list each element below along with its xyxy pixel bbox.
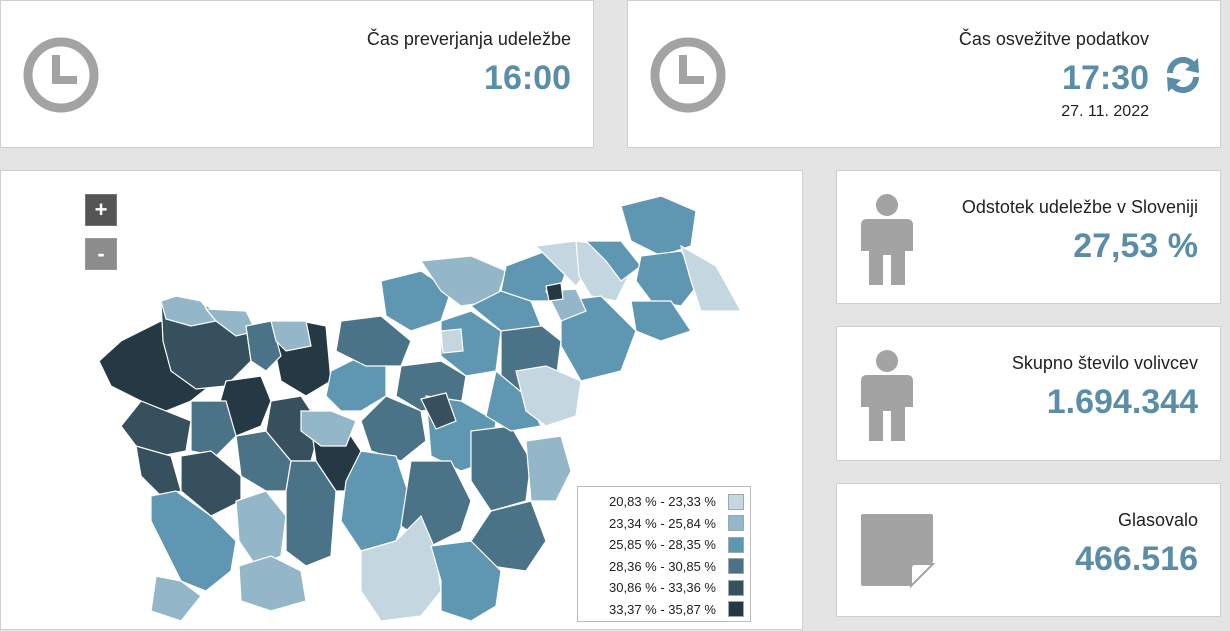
check-time-label: Čas preverjanja udeležbe xyxy=(366,29,571,49)
map-region xyxy=(469,290,542,332)
legend-item: 20,83 % - 23,33 % xyxy=(578,491,750,513)
turnout-label: Odstotek udeležbe v Sloveniji xyxy=(961,197,1198,217)
turnout-value: 27,53 % xyxy=(1073,227,1198,265)
map-region xyxy=(545,282,564,302)
map-region xyxy=(515,365,582,427)
map-region xyxy=(300,410,357,447)
zoom-in-button[interactable]: + xyxy=(85,194,117,226)
legend-item: 28,36 % - 30,85 % xyxy=(578,556,750,578)
legend-item: 33,37 % - 35,87 % xyxy=(578,599,750,621)
refresh-time-label: Čas osvežitve podatkov xyxy=(958,29,1149,49)
legend-item: 30,86 % - 33,36 % xyxy=(578,577,750,599)
person-icon xyxy=(861,350,913,441)
slovenia-municipalities-map[interactable] xyxy=(1,171,804,631)
person-icon xyxy=(861,194,913,285)
map-region xyxy=(360,395,427,462)
voted-card: Glasovalo 466.516 xyxy=(836,483,1221,617)
map-region xyxy=(150,575,202,622)
turnout-card: Odstotek udeležbe v Sloveniji 27,53 % xyxy=(836,170,1221,304)
refresh-icon[interactable] xyxy=(1164,56,1202,94)
legend-item: 23,34 % - 25,84 % xyxy=(578,513,750,535)
legend-label: 33,37 % - 35,87 % xyxy=(609,601,716,617)
check-time-value: 16:00 xyxy=(484,59,571,97)
legend-item: 25,85 % - 28,35 % xyxy=(578,534,750,556)
map-region xyxy=(420,392,457,430)
legend-swatch xyxy=(728,579,744,596)
legend-swatch xyxy=(728,493,744,510)
map-region xyxy=(440,328,464,354)
map-region xyxy=(525,435,572,502)
refresh-date: 27. 11. 2022 xyxy=(1061,103,1149,120)
map-region xyxy=(635,250,702,307)
legend-swatch xyxy=(728,558,744,575)
refresh-time-card: Čas osvežitve podatkov 17:30 27. 11. 202… xyxy=(627,0,1221,148)
legend-label: 30,86 % - 33,36 % xyxy=(609,580,716,596)
voted-label: Glasovalo xyxy=(1117,510,1198,530)
check-time-card: Čas preverjanja udeležbe 16:00 xyxy=(0,0,594,148)
clock-icon xyxy=(650,37,726,113)
voted-value: 466.516 xyxy=(1075,540,1198,578)
map-region xyxy=(620,195,697,257)
zoom-out-button[interactable]: - xyxy=(85,238,117,270)
map-region xyxy=(430,540,502,622)
legend-label: 20,83 % - 23,33 % xyxy=(609,494,716,510)
map-region xyxy=(120,400,192,457)
map-region xyxy=(238,555,307,612)
clock-icon xyxy=(23,37,99,113)
map-region xyxy=(630,300,692,342)
note-icon xyxy=(861,514,935,588)
map-region xyxy=(680,244,743,312)
voters-value: 1.694.344 xyxy=(1046,383,1198,421)
legend-label: 23,34 % - 25,84 % xyxy=(609,515,716,531)
map-region xyxy=(470,425,532,512)
map-region xyxy=(270,320,312,352)
map-legend: 20,83 % - 23,33 % 23,34 % - 25,84 % 25,8… xyxy=(577,486,751,622)
map-region xyxy=(245,320,282,372)
voters-card: Skupno število volivcev 1.694.344 xyxy=(836,326,1221,461)
map-region xyxy=(235,490,287,567)
legend-label: 28,36 % - 30,85 % xyxy=(609,558,716,574)
map-region xyxy=(584,240,642,282)
legend-swatch xyxy=(728,515,744,532)
legend-label: 25,85 % - 28,35 % xyxy=(609,537,716,553)
refresh-time-value: 17:30 xyxy=(1062,59,1149,97)
legend-swatch xyxy=(728,536,744,553)
map-region xyxy=(150,490,237,592)
map-region xyxy=(560,295,637,382)
map-region xyxy=(204,308,257,337)
map-region xyxy=(190,400,237,457)
voters-label: Skupno število volivcev xyxy=(1011,353,1198,373)
legend-swatch xyxy=(728,601,744,618)
